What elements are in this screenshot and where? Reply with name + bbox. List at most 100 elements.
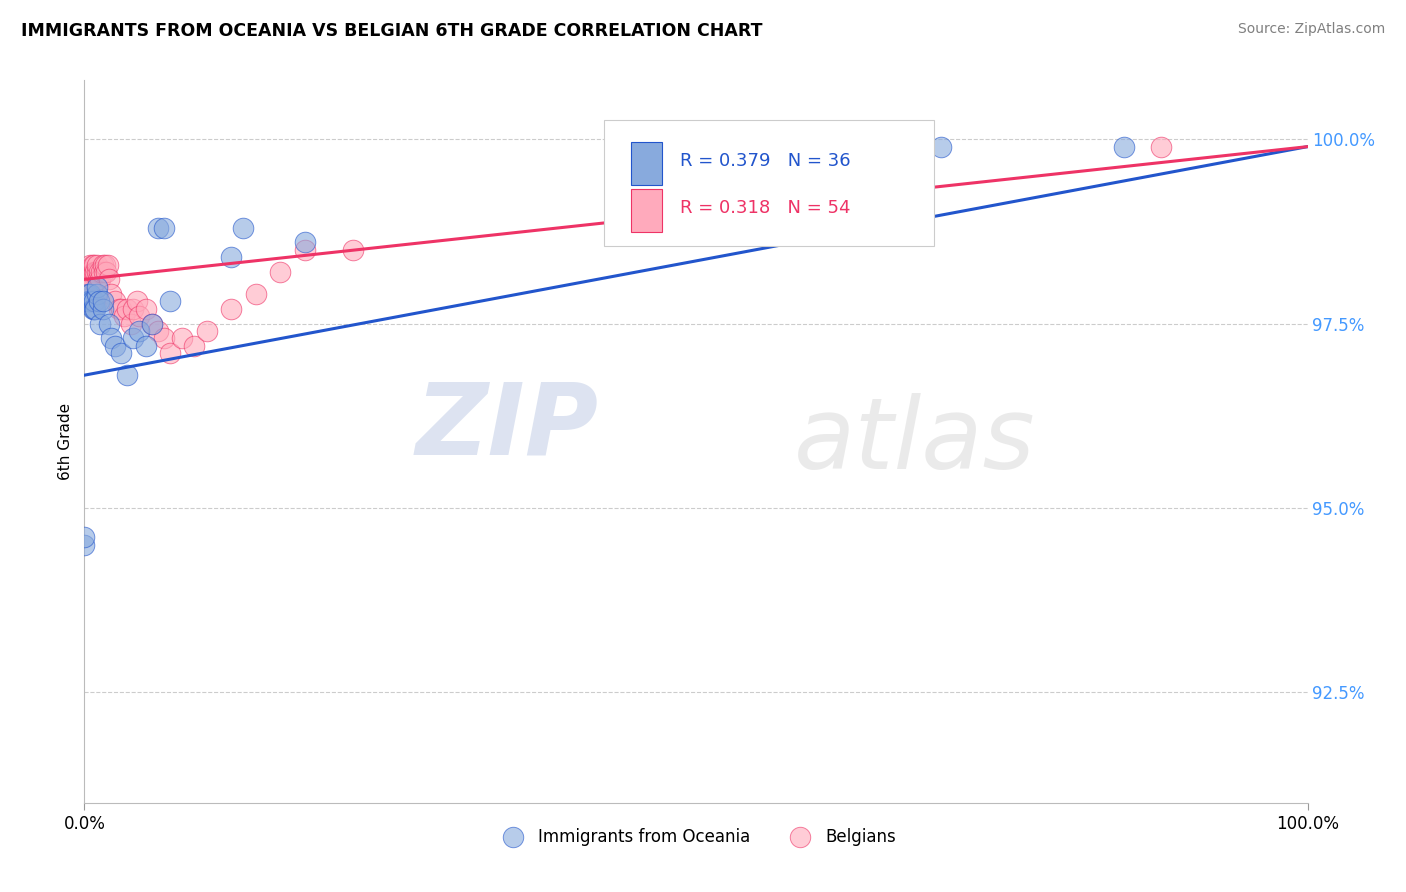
Text: R = 0.318   N = 54: R = 0.318 N = 54: [681, 199, 851, 217]
Point: [141, 317, 163, 331]
Point: [125, 294, 148, 309]
Point: [79, 258, 101, 272]
Point: [76, 279, 98, 293]
Point: [110, 346, 132, 360]
Point: [79, 287, 101, 301]
Point: [82, 265, 104, 279]
Point: [141, 317, 163, 331]
Point: [77, 279, 100, 293]
Point: [80, 294, 103, 309]
Point: [96, 265, 118, 279]
Point: [86, 287, 108, 301]
Point: [73, 530, 96, 544]
Point: [94, 258, 117, 272]
Point: [100, 331, 122, 345]
Bar: [631, 142, 662, 185]
Point: [93, 265, 115, 279]
Point: [90, 265, 112, 279]
Point: [86, 265, 108, 279]
Point: [159, 346, 181, 360]
Point: [82, 301, 104, 316]
Point: [79, 265, 101, 279]
Point: [83, 301, 105, 316]
Point: [82, 258, 104, 272]
Point: [112, 309, 135, 323]
Point: [128, 324, 150, 338]
Point: [128, 309, 150, 323]
Point: [91, 258, 114, 272]
Text: ZIP: ZIP: [415, 378, 598, 475]
Point: [73, 272, 96, 286]
Point: [219, 250, 242, 264]
Point: [89, 317, 111, 331]
Point: [91, 301, 114, 316]
Point: [135, 301, 157, 316]
Point: [89, 272, 111, 286]
Point: [269, 265, 291, 279]
Point: [146, 220, 169, 235]
Point: [219, 301, 242, 316]
Point: [91, 294, 114, 309]
Point: [120, 317, 142, 331]
Point: [77, 294, 100, 309]
Point: [172, 331, 194, 345]
Point: [73, 265, 96, 279]
FancyBboxPatch shape: [605, 120, 935, 246]
Point: [83, 294, 105, 309]
Point: [83, 258, 105, 272]
Point: [77, 272, 100, 286]
Point: [73, 279, 96, 293]
Point: [183, 339, 205, 353]
Point: [86, 279, 108, 293]
Point: [77, 287, 100, 301]
Point: [159, 294, 181, 309]
Point: [245, 287, 267, 301]
Point: [73, 287, 96, 301]
Legend: Immigrants from Oceania, Belgians: Immigrants from Oceania, Belgians: [489, 821, 903, 852]
Point: [80, 272, 103, 286]
Point: [77, 294, 100, 309]
Point: [87, 265, 110, 279]
Point: [342, 243, 364, 257]
Point: [1114, 139, 1136, 153]
Point: [107, 301, 129, 316]
Y-axis label: 6th Grade: 6th Grade: [58, 403, 73, 480]
Point: [97, 272, 120, 286]
Point: [747, 139, 769, 153]
Bar: [631, 188, 662, 232]
Point: [84, 265, 107, 279]
Text: R = 0.379   N = 36: R = 0.379 N = 36: [681, 153, 851, 170]
Point: [100, 287, 122, 301]
Point: [747, 139, 769, 153]
Point: [87, 294, 110, 309]
Point: [1150, 139, 1173, 153]
Point: [97, 258, 120, 272]
Point: [115, 301, 138, 316]
Point: [97, 317, 120, 331]
Point: [104, 339, 127, 353]
Point: [146, 324, 169, 338]
Point: [153, 331, 176, 345]
Point: [75, 272, 97, 286]
Point: [122, 331, 145, 345]
Text: atlas: atlas: [794, 393, 1035, 490]
Point: [122, 301, 145, 316]
Point: [232, 220, 254, 235]
Point: [79, 294, 101, 309]
Point: [104, 294, 127, 309]
Point: [115, 368, 138, 383]
Point: [87, 272, 110, 286]
Point: [294, 235, 316, 250]
Point: [110, 301, 132, 316]
Point: [83, 265, 105, 279]
Text: IMMIGRANTS FROM OCEANIA VS BELGIAN 6TH GRADE CORRELATION CHART: IMMIGRANTS FROM OCEANIA VS BELGIAN 6TH G…: [21, 22, 762, 40]
Point: [153, 220, 176, 235]
Point: [294, 243, 316, 257]
Text: Source: ZipAtlas.com: Source: ZipAtlas.com: [1237, 22, 1385, 37]
Point: [73, 538, 96, 552]
Point: [84, 301, 107, 316]
Point: [929, 139, 952, 153]
Point: [195, 324, 218, 338]
Point: [73, 294, 96, 309]
Point: [86, 258, 108, 272]
